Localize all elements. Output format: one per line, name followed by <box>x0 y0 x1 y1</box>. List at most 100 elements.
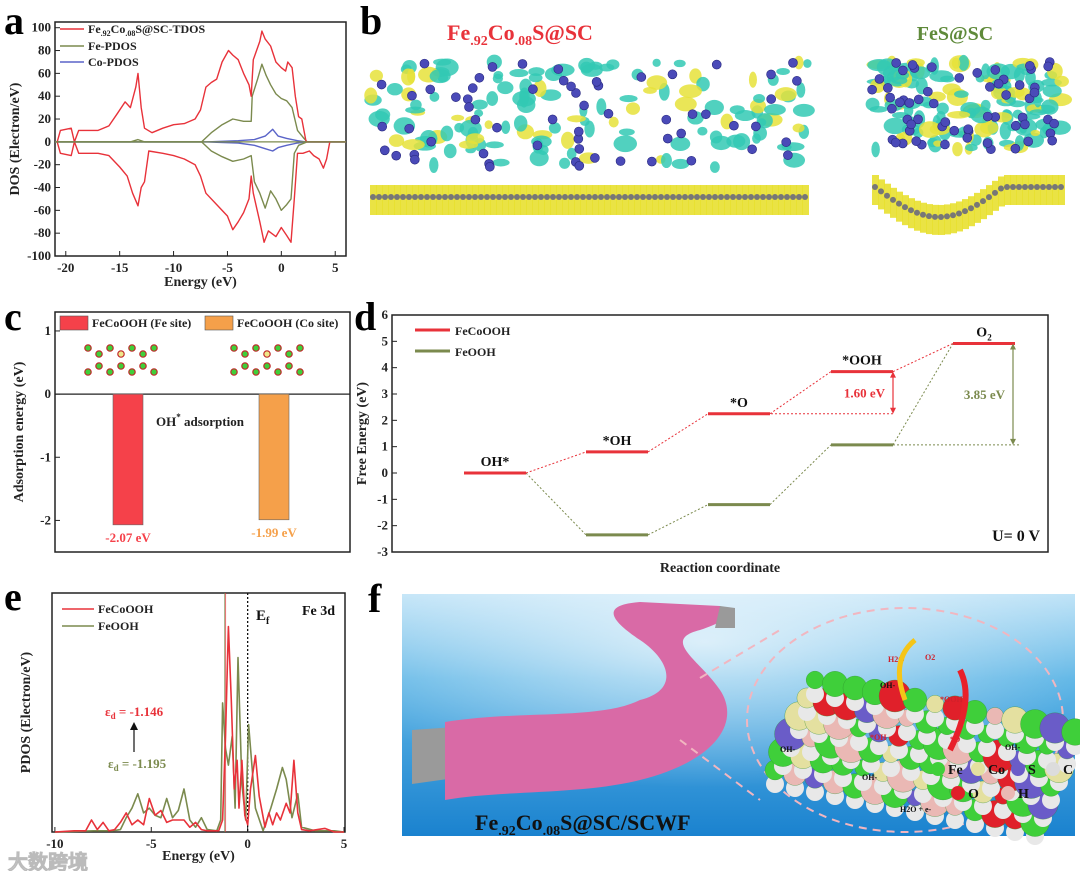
x-axis-label: Energy (eV) <box>162 849 235 864</box>
y-axis-label: Free Energy (eV) <box>355 382 370 485</box>
species-label: *OH <box>870 733 887 742</box>
sulfur-atom <box>636 72 647 82</box>
panel-a-dos-chart: Fe.92Co.08S@SC-TDOS Fe-PDOS Co-PDOS -20-… <box>8 20 347 290</box>
panel-label-a: a <box>4 0 24 43</box>
carbon-atom <box>920 211 926 218</box>
oxyhydroxide-atom <box>84 368 92 376</box>
sulfur-atom <box>667 69 678 80</box>
legend-dot-co <box>971 762 985 776</box>
carbon-layer-density <box>760 185 767 215</box>
y-tick-label: 1 <box>45 323 52 338</box>
watermark-logo: 大数跨境 <box>8 850 89 871</box>
sulfur-atom <box>874 74 885 84</box>
sulfur-atom <box>885 92 895 103</box>
carbon-layer-density <box>502 185 509 215</box>
oxyhydroxide-atom <box>296 344 304 352</box>
series-co-pdos-spin-down <box>55 141 346 152</box>
carbon-layer-density <box>598 185 605 215</box>
carbon-layer-density <box>622 185 629 215</box>
charge-density-blob <box>484 120 493 130</box>
carbon-layer-density <box>754 185 761 215</box>
carbon-layer-density <box>878 179 885 210</box>
carbon-layer-density <box>772 185 779 215</box>
sulfur-atom <box>407 90 417 101</box>
charge-density-blob <box>566 147 577 160</box>
x-tick-label: -10 <box>165 260 182 275</box>
sulfur-atom <box>419 58 430 69</box>
sulfur-atom <box>788 58 798 68</box>
y-tick-label: -100 <box>27 248 51 263</box>
step-label-1: *OH <box>603 434 632 449</box>
charge-density-blob <box>748 71 757 88</box>
y-tick-label: -1 <box>377 491 388 506</box>
carbon-atom <box>598 194 604 200</box>
carbon-atom <box>658 194 664 200</box>
sulfur-atom <box>410 154 420 165</box>
sulfur-atom <box>928 98 939 109</box>
oxyhydroxide-atom <box>95 350 103 358</box>
carbon-atom <box>370 194 376 200</box>
carbon-layer-density <box>448 185 455 215</box>
carbon-layer-density <box>742 185 749 215</box>
carbon-atom <box>950 212 956 219</box>
charge-density-blob <box>965 143 978 152</box>
gap-label: 3.85 eV <box>964 387 1006 402</box>
charge-density-blob <box>940 75 955 83</box>
sulfur-atom <box>647 156 657 167</box>
panel-d-free-energy-diagram: FeCoOOH FeOOH U= 0 V 6 5 4 3 2 1 0 -1 -2 -3 Reacti… <box>355 307 1049 576</box>
charge-density-blob <box>697 126 708 136</box>
carbon-layer-density <box>694 185 701 215</box>
carbon-atom <box>1034 184 1040 190</box>
charge-density-blob <box>753 94 766 103</box>
carbon-atom <box>376 194 382 200</box>
carbon-atom <box>956 210 962 217</box>
species-label: OH- <box>862 773 877 782</box>
x-tick-label: 0 <box>278 260 285 275</box>
legend-label-co: Co <box>988 763 1005 778</box>
carbon-layer-density <box>1010 175 1017 205</box>
y-tick-label: 1 <box>382 439 389 454</box>
carbon-atom <box>914 209 920 216</box>
y-tick-label: 4 <box>382 360 389 375</box>
carbon-layer-density <box>890 187 897 218</box>
sulfur-atom <box>603 108 614 119</box>
carbon-layer-density <box>766 185 773 215</box>
legend-feooh: FeOOH <box>455 345 496 359</box>
carbon-layer-density <box>472 185 479 215</box>
carbon-layer-density <box>920 202 927 233</box>
surface-atom-h <box>986 707 1004 725</box>
carbon-atom <box>616 194 622 200</box>
species-label: OH- <box>780 745 795 754</box>
carbon-atom <box>760 194 766 200</box>
sulfur-atom <box>783 150 793 160</box>
carbon-substrate-atom <box>850 733 868 751</box>
connector-feooh <box>769 444 832 505</box>
charge-density-blob <box>618 128 635 136</box>
d-band-center-fecoooh: εd = -1.146 <box>105 704 164 721</box>
plot-frame <box>391 314 1049 553</box>
sulfur-atom <box>462 94 473 104</box>
carbon-layer-density <box>926 204 933 235</box>
legend-fecoooh-e: FeCoOOH <box>98 602 154 616</box>
charge-density-blob <box>792 123 805 133</box>
charge-density-blob <box>710 135 732 151</box>
carbon-layer-density <box>430 185 437 215</box>
step-label-2: *O <box>730 396 748 411</box>
y-tick-label: 80 <box>38 43 51 58</box>
carbon-atom <box>556 194 562 200</box>
carbon-atom <box>730 194 736 200</box>
x-axis-label: Energy (eV) <box>164 275 237 290</box>
carbon-layer-density <box>568 185 575 215</box>
sulfur-atom <box>1014 80 1025 90</box>
carbon-layer-density <box>400 185 407 215</box>
carbon-layer-density <box>550 185 557 215</box>
surface-atom-fe <box>1061 718 1080 746</box>
carbon-layer-density <box>706 185 713 215</box>
charge-density-blob <box>584 120 595 138</box>
carbon-atom <box>902 204 908 211</box>
carbon-layer-density <box>544 185 551 215</box>
carbon-atom <box>394 194 400 200</box>
carbon-atom <box>754 194 760 200</box>
carbon-layer-density <box>962 199 969 230</box>
